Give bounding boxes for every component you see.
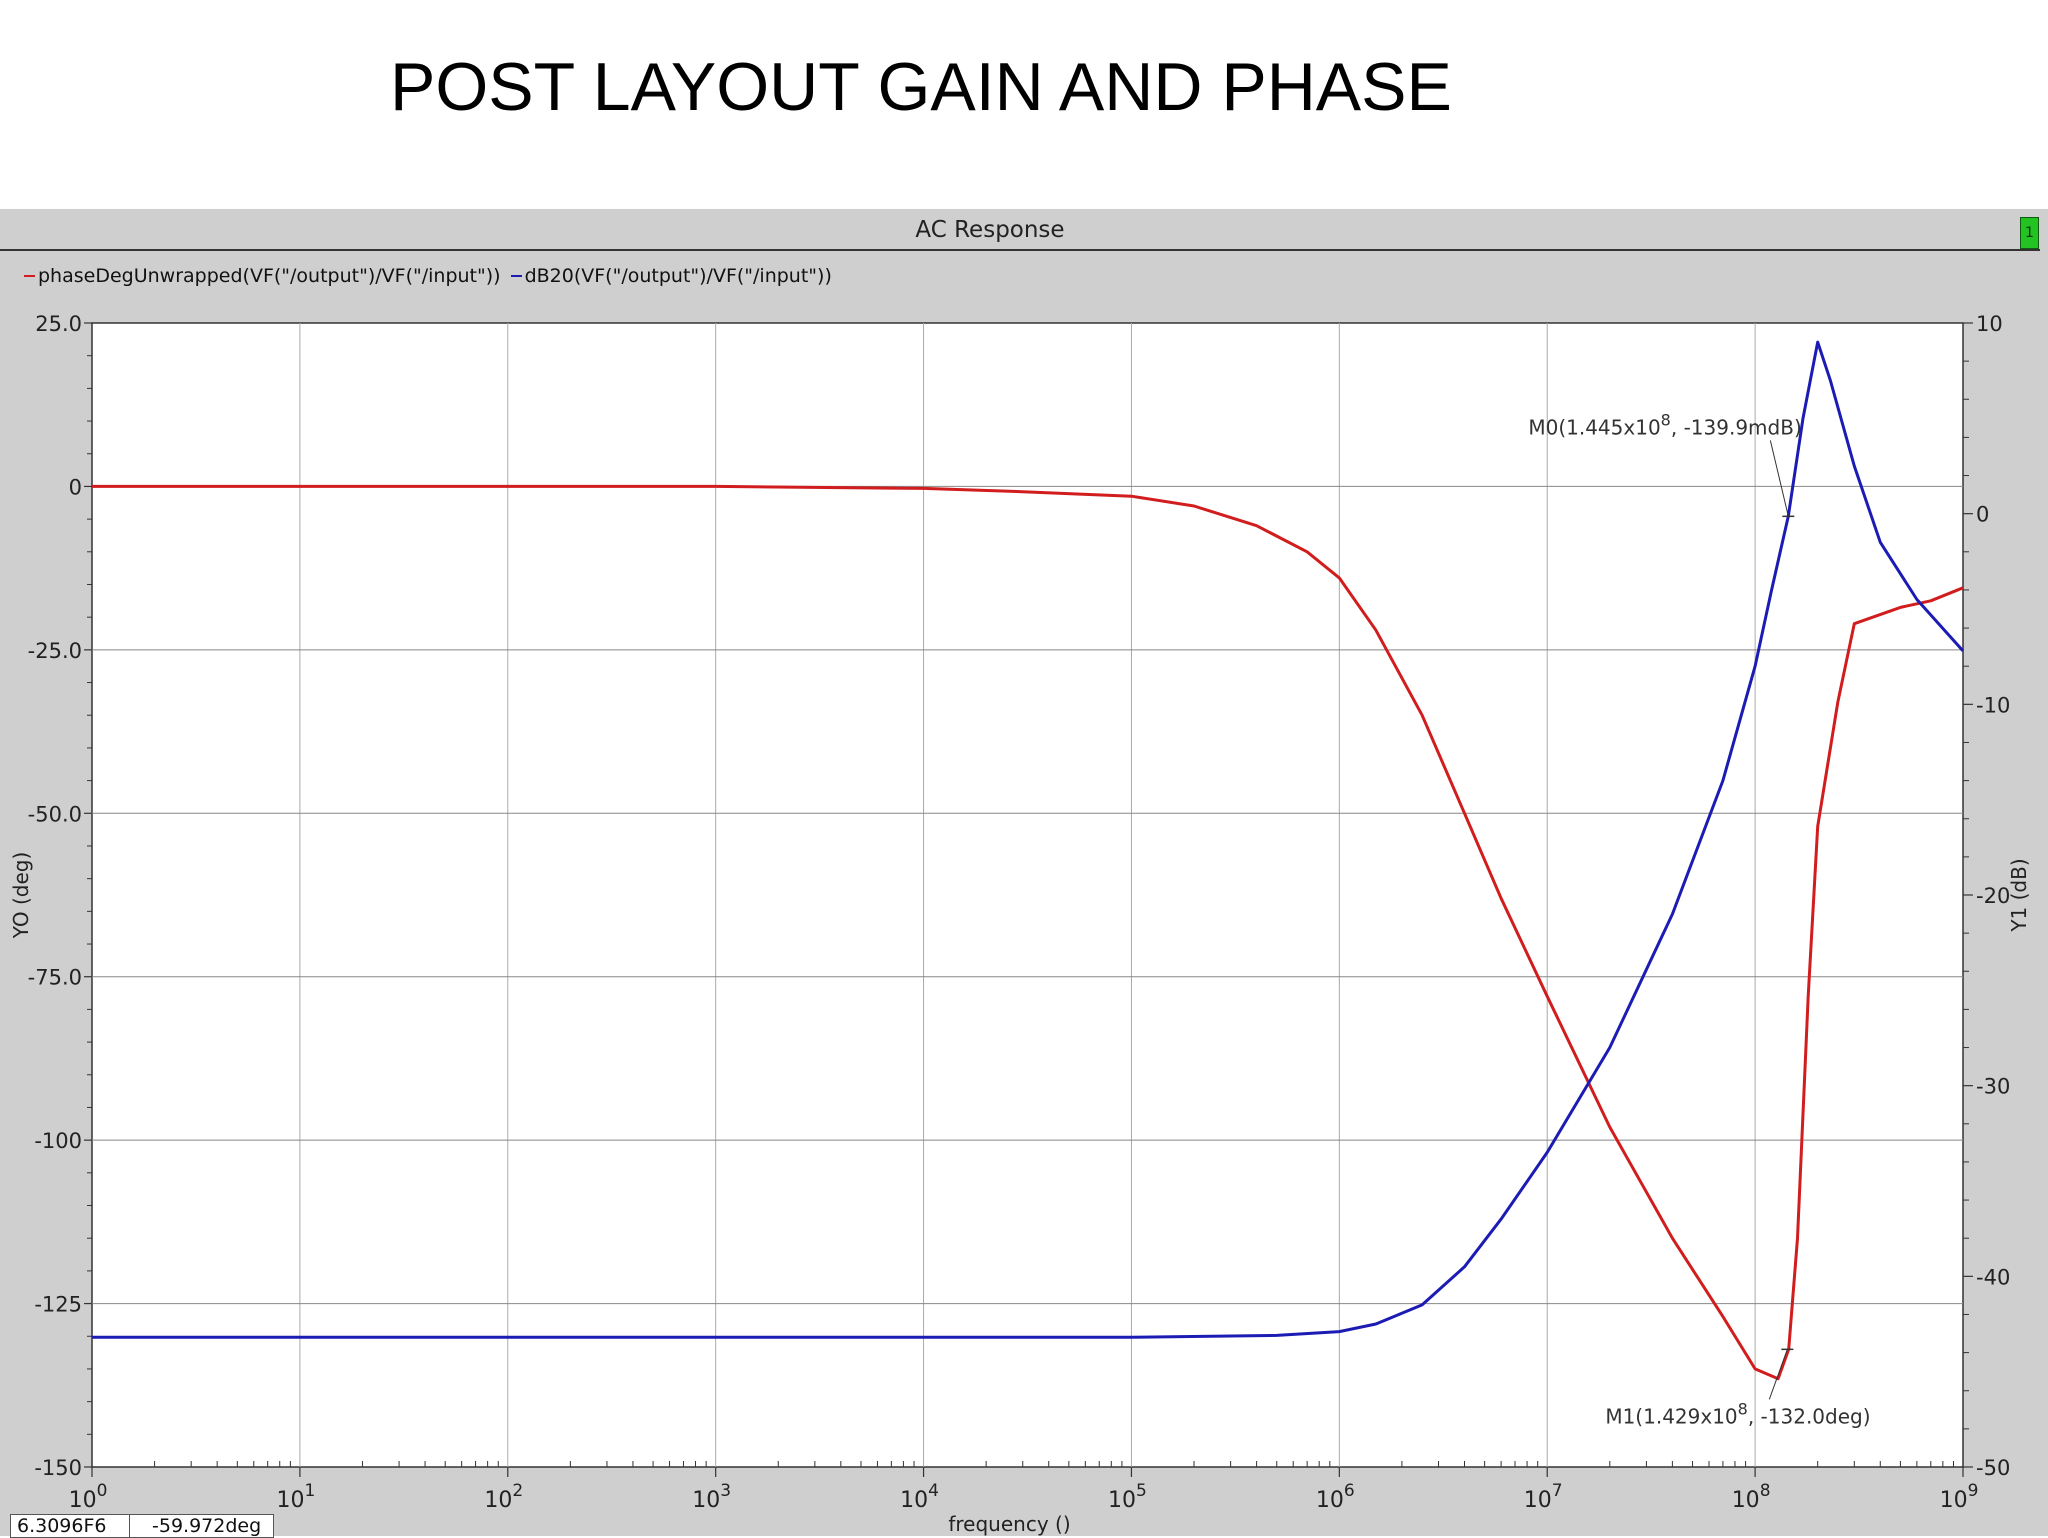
y-right-tick-label: -30	[1976, 1075, 2010, 1099]
x-tick-exponent: 1	[304, 1481, 315, 1501]
x-tick-exponent: 0	[97, 1481, 108, 1501]
y-left-tick-label: -100	[34, 1129, 82, 1153]
legend-label-gain: dB20(VF("/output")/VF("/input"))	[524, 265, 832, 287]
phase-series-line	[92, 484, 1964, 1381]
y-left-tick-label: 25.0	[35, 312, 82, 336]
x-tick-label: 108	[1732, 1481, 1771, 1513]
slide-title: POST LAYOUT GAIN AND PHASE	[390, 49, 1452, 125]
y-right-tick-label: -20	[1976, 884, 2010, 908]
chart-title: AC Response	[915, 217, 1065, 243]
y-left-axis-title: YO (deg)	[9, 852, 33, 940]
y-left-tick-label: -50.0	[28, 802, 82, 826]
x-tick-label: 102	[484, 1481, 523, 1513]
y-left-tick-label: -75.0	[28, 966, 82, 990]
x-tick-exponent: 4	[928, 1481, 939, 1501]
x-tick-exponent: 7	[1552, 1481, 1563, 1501]
y-right-tick-label: -50	[1976, 1456, 2010, 1480]
y-right-tick-label: -40	[1976, 1265, 2010, 1289]
x-tick-exponent: 3	[720, 1481, 731, 1501]
x-tick-label: 105	[1108, 1481, 1147, 1513]
x-tick-exponent: 5	[1136, 1481, 1147, 1501]
legend-item-phase[interactable]: phaseDegUnwrapped(VF("/output")/VF("/inp…	[24, 265, 501, 287]
x-axis-title: frequency ()	[948, 1512, 1070, 1536]
y-right-axis-title: Y1 (dB)	[2007, 858, 2031, 932]
legend: phaseDegUnwrapped(VF("/output")/VF("/inp…	[24, 265, 832, 287]
y-left-tick-label: 0	[69, 475, 82, 499]
ac-response-chart[interactable]: 100 101 102 103 104 105 106 107 108 10925.00-25.0…	[0, 209, 2048, 1536]
plot-area	[91, 322, 1964, 1468]
legend-item-gain[interactable]: dB20(VF("/output")/VF("/input"))	[510, 265, 832, 287]
x-tick-exponent: 8	[1760, 1481, 1771, 1501]
x-tick-label: 106	[1316, 1481, 1355, 1513]
marker-value: , -132.0deg)	[1748, 1404, 1871, 1428]
subwindow-badge[interactable]: 1	[2020, 217, 2039, 249]
gain-series-line	[92, 340, 1965, 1339]
x-tick-label: 109	[1940, 1481, 1979, 1513]
marker-exponent: 8	[1738, 1399, 1748, 1418]
marker-m1-leader	[1768, 1349, 1788, 1400]
x-tick-exponent: 6	[1344, 1481, 1355, 1501]
marker-exponent: 8	[1661, 410, 1671, 429]
x-tick-exponent: 2	[512, 1481, 523, 1501]
marker-m0-leader	[1769, 440, 1789, 517]
y-left-tick-label: -150	[34, 1456, 82, 1480]
x-tick-label: 103	[692, 1481, 731, 1513]
x-tick-label: 107	[1524, 1481, 1563, 1513]
legend-swatch-gain	[510, 275, 522, 277]
y-right-tick-label: 10	[1976, 312, 2003, 336]
cursor-y-readout: -59.972deg	[152, 1515, 262, 1537]
cursor-x-readout: 6.3096F6	[11, 1515, 130, 1537]
title-divider	[0, 249, 2040, 251]
legend-label-phase: phaseDegUnwrapped(VF("/output")/VF("/inp…	[38, 265, 501, 287]
y-left-tick-label: -25.0	[28, 639, 82, 663]
y-right-tick-label: -10	[1976, 693, 2010, 717]
x-tick-label: 100	[69, 1481, 108, 1513]
y-left-tick-label: -125	[34, 1293, 82, 1317]
x-tick-exponent: 9	[1968, 1481, 1979, 1501]
x-tick-label: 104	[900, 1481, 939, 1513]
x-tick-label: 101	[276, 1481, 315, 1513]
legend-swatch-phase	[24, 275, 35, 277]
y-right-tick-label: 0	[1976, 503, 1989, 527]
marker-value: , -139.9mdB)	[1671, 415, 1802, 439]
